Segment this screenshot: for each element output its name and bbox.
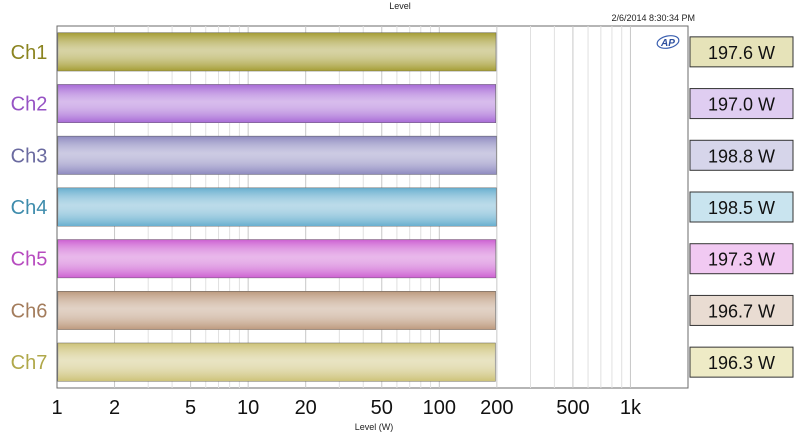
readout-box	[689, 36, 794, 68]
bar-shading	[58, 239, 496, 278]
readout-box	[689, 191, 794, 223]
x-tick-label: 20	[295, 397, 317, 419]
x-ticks: 1 2 5 10 20 50 100 200 500 1k	[51, 397, 642, 419]
bar-shading	[58, 84, 496, 123]
chart-title: Level	[389, 1, 411, 11]
readout-value: 196.7 W	[708, 301, 775, 321]
readout-value: 197.3 W	[708, 250, 775, 270]
category-label: Ch5	[11, 249, 48, 271]
category-label: Ch3	[11, 145, 48, 167]
readout-box	[689, 294, 794, 326]
x-tick-label: 10	[237, 397, 259, 419]
x-tick-label: 500	[556, 397, 589, 419]
x-axis-label: Level (W)	[354, 422, 394, 432]
x-tick-label: 2	[109, 397, 120, 419]
ap-logo-icon: AP	[656, 35, 680, 49]
bar-shading	[58, 291, 496, 330]
readout-value: 197.0 W	[708, 95, 775, 115]
x-tick-label: 50	[371, 397, 393, 419]
category-label: Ch7	[11, 352, 48, 374]
x-tick-label: 200	[480, 397, 513, 419]
readout-box	[689, 88, 794, 120]
value-readouts: 197.6 W 197.0 W 198.8 W 198.5 W 197.3 W 196.7…	[689, 36, 794, 378]
bar-shading	[58, 136, 497, 175]
x-tick-label: 5	[185, 397, 196, 419]
readout-box	[689, 346, 794, 378]
bar-shading	[58, 188, 497, 226]
bar-shading	[58, 343, 496, 382]
bars	[57, 32, 497, 382]
readout-value: 196.3 W	[708, 353, 775, 373]
readout-box	[689, 139, 794, 171]
category-labels: Ch1 Ch2 Ch3 Ch4 Ch5 Ch6 Ch7	[11, 42, 48, 374]
readout-value: 198.8 W	[708, 146, 775, 166]
x-tick-label: 100	[423, 397, 456, 419]
svg-text:AP: AP	[660, 38, 675, 49]
category-label: Ch4	[11, 197, 48, 219]
category-label: Ch1	[11, 42, 48, 64]
x-tick-label: 1	[51, 397, 62, 419]
category-label: Ch2	[11, 94, 48, 116]
bar-shading	[58, 32, 496, 71]
category-label: Ch6	[11, 300, 48, 322]
readout-box	[689, 243, 794, 275]
readout-value: 197.6 W	[708, 43, 775, 63]
readout-value: 198.5 W	[708, 198, 775, 218]
x-tick-label: 1k	[620, 397, 642, 419]
timestamp: 2/6/2014 8:30:34 PM	[611, 13, 695, 23]
